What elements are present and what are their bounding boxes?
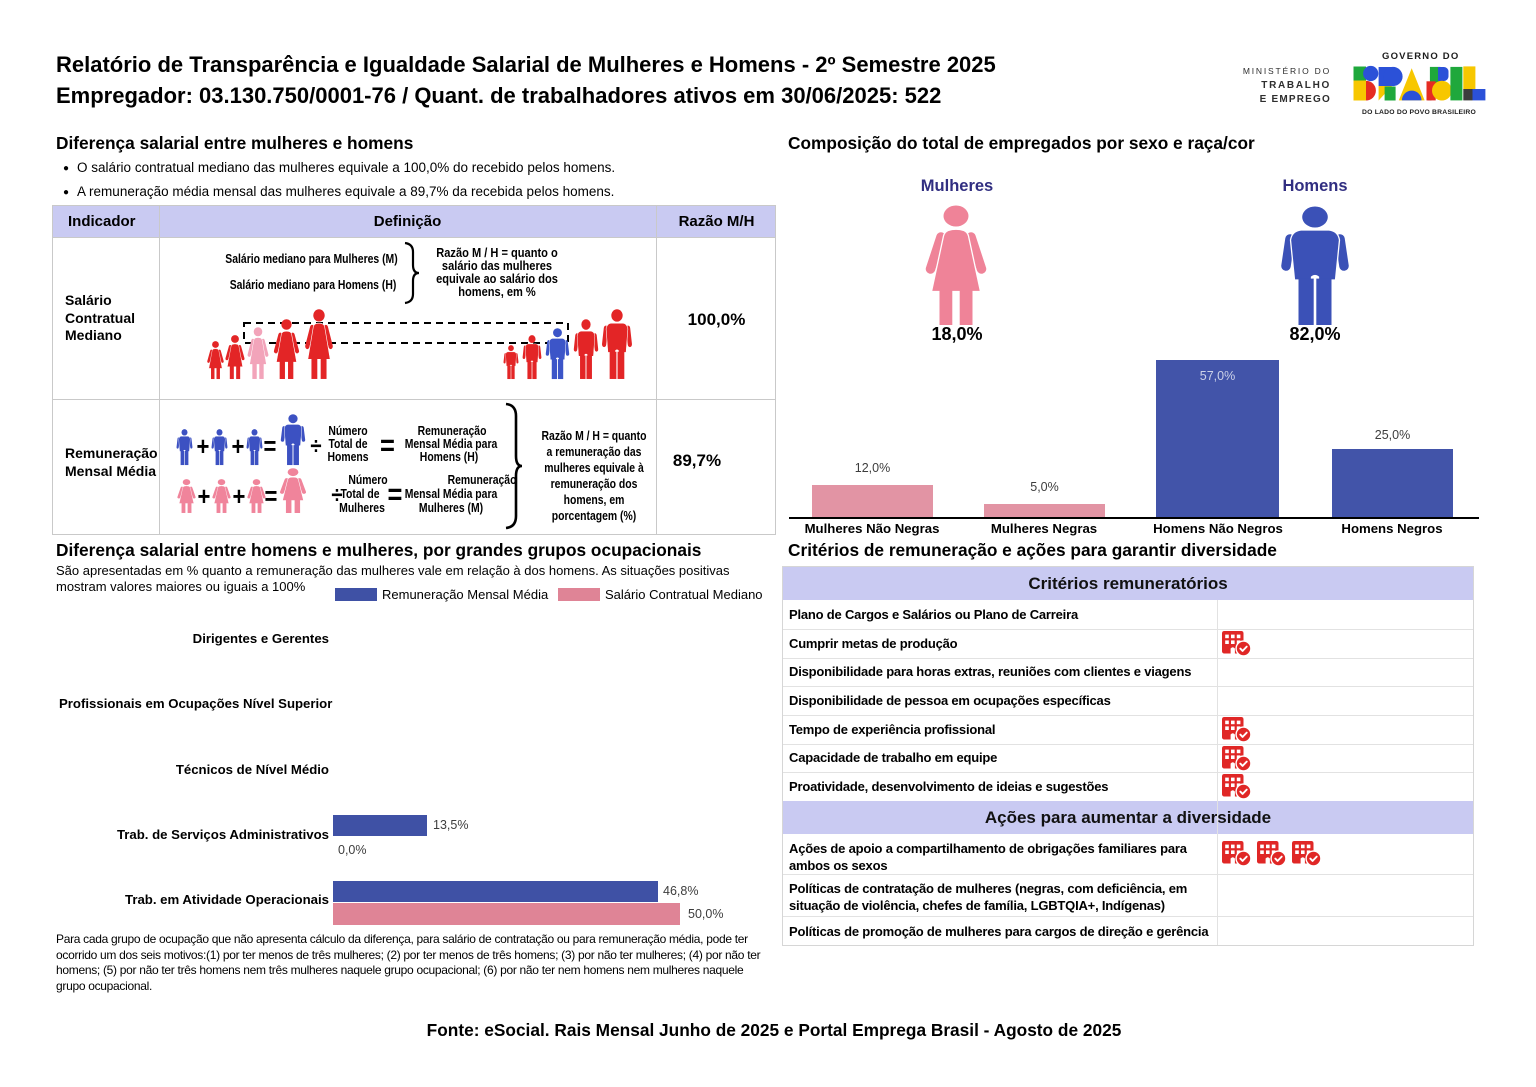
svg-text:Mensal Média para: Mensal Média para: [405, 436, 498, 452]
svg-text:Mulheres (M): Mulheres (M): [419, 500, 483, 516]
svg-text:porcentagem (%): porcentagem (%): [552, 508, 636, 524]
svg-text:+: +: [198, 482, 211, 511]
svg-text:Salário mediano para Homens (H: Salário mediano para Homens (H): [230, 277, 397, 293]
svg-text:homens, em %: homens, em %: [458, 284, 536, 299]
svg-text:Número: Número: [348, 472, 387, 488]
svg-text:Homens (H): Homens (H): [420, 449, 478, 465]
svg-text:salário das mulheres: salário das mulheres: [442, 258, 552, 273]
svg-text:Total de: Total de: [340, 486, 379, 502]
svg-text:÷: ÷: [331, 481, 342, 508]
svg-text:+: +: [233, 482, 246, 511]
svg-text:Mensal Média para: Mensal Média para: [405, 486, 498, 502]
svg-text:Homens: Homens: [327, 449, 368, 465]
svg-text:Total de: Total de: [328, 436, 367, 452]
svg-text:a remuneração das: a remuneração das: [547, 444, 642, 460]
svg-text:Razão M / H = quanto: Razão M / H = quanto: [542, 428, 647, 444]
svg-text:÷: ÷: [310, 432, 321, 459]
svg-text:=: =: [264, 432, 277, 461]
svg-text:Remuneração: Remuneração: [418, 423, 487, 439]
svg-text:equivale ao salário dos: equivale ao salário dos: [436, 271, 558, 286]
svg-text:Número: Número: [328, 423, 367, 439]
svg-text:mulheres equivale à: mulheres equivale à: [544, 460, 644, 476]
svg-text:+: +: [232, 432, 245, 461]
svg-text:Razão M / H = quanto o: Razão M / H = quanto o: [436, 245, 557, 260]
svg-text:Mulheres: Mulheres: [339, 500, 385, 516]
svg-text:=: =: [380, 428, 395, 461]
svg-text:=: =: [388, 477, 403, 510]
svg-text:Salário mediano para Mulheres: Salário mediano para Mulheres (M): [225, 251, 397, 267]
svg-text:remuneração dos: remuneração dos: [551, 476, 638, 492]
svg-text:+: +: [197, 432, 210, 461]
svg-text:Remuneração: Remuneração: [448, 472, 517, 488]
svg-text:=: =: [265, 482, 278, 511]
svg-text:homens, em: homens, em: [564, 492, 625, 508]
